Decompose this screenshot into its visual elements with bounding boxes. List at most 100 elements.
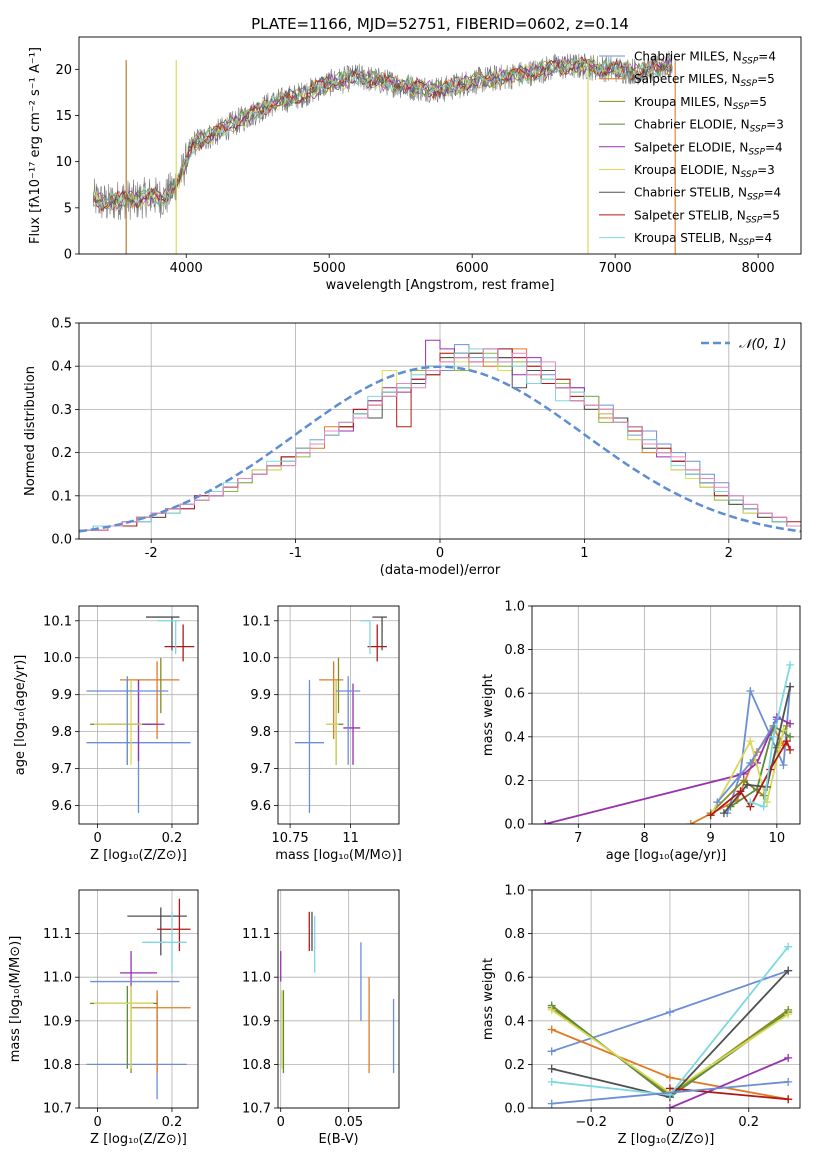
age-vs-metallicity-panel: 0 0.2 9.6 9.7 9.8 9.9 10.0 10.1 Z [log₁₀(Z/Z⊙)] a… [13,605,199,863]
legend-label: Kroupa STELIB, NSSP=4 [634,231,772,248]
mass-weight-line [544,715,791,824]
x-tick-label: 0 [93,1115,101,1130]
mass-weight-marker [784,1053,793,1062]
x-tick-label: 7000 [599,261,632,276]
mass-weight-vs-metallicity-panel: −0.2 0 0.2 0.0 0.2 0.4 0.6 0.8 1.0 Z [log₁₀(Z/Z⊙)… [481,884,801,1147]
y-tick-label: 9.7 [250,762,271,777]
legend-label: Chabrier STELIB, NSSP=4 [634,186,781,203]
y-tick-label: 0.2 [504,1058,525,1073]
mass-weight-marker [786,660,795,669]
x-axis-label: Z [log₁₀(Z/Z⊙)] [618,1132,715,1147]
x-tick-label: 11 [342,831,359,846]
x-tick-label: 9 [707,831,715,846]
model-spectrum-line [93,56,672,213]
y-tick-label: 15 [55,109,72,124]
mass-weight-marker [713,798,722,807]
error-bar-point [157,898,191,952]
y-tick-label: 0.0 [504,1102,525,1117]
y-tick-label: 0.0 [51,533,72,548]
error-bar-point [319,661,344,740]
y-tick-label: 0.1 [51,489,72,504]
error-bar-point [360,620,371,655]
error-bar-point [367,624,387,662]
x-axis-label: (data-model)/error [380,563,501,578]
model-spectrum-line [93,56,672,209]
y-tick-label: 0.4 [504,730,525,745]
mass-weight-marker [786,682,795,691]
y-tick-label: 0.4 [51,360,72,375]
x-tick-label: 0 [436,546,444,561]
mass-weight-marker [665,1104,674,1108]
y-tick-label: 9.9 [51,688,72,703]
y-tick-label: 0.5 [51,317,72,332]
legend-label: Salpeter ELODIE, NSSP=4 [634,140,783,157]
x-axis-label: wavelength [Angstrom, rest frame] [326,278,555,293]
x-tick-label: 10.75 [271,831,308,846]
legend-label: Chabrier MILES, NSSP=4 [634,50,776,67]
figure-title: PLATE=1166, MJD=52751, FIBERID=0602, z=0… [251,15,629,33]
mass-weight-marker [547,1099,556,1108]
age-vs-mass-panel: 10.75 11 9.6 9.7 9.8 9.9 10.0 10.1 mass [log₁₀(M… [242,605,402,863]
mass-weight-marker [759,802,768,811]
mass-weight-marker [706,811,715,820]
error-bar-point [93,985,154,1069]
residuals-panel: -2 -1 0 1 2 0.0 0.1 0.2 0.3 0.4 0.5 (data-model)/er… [23,317,802,578]
y-tick-label: 10.7 [43,1102,72,1117]
mass-weight-marker [665,1073,674,1082]
mass-weight-marker [766,765,775,774]
error-bar-point [326,679,344,765]
mass-weight-marker [665,1008,674,1017]
x-tick-label: 0 [277,1115,285,1130]
y-tick-label: 9.8 [250,725,271,740]
mass-weight-marker [784,1010,793,1019]
error-bar-point [336,676,361,765]
error-bar-point [372,616,387,651]
axes-frame [277,605,400,825]
mass-weight-marker [782,737,791,746]
y-tick-label: 10.1 [43,614,72,629]
error-bar-point [86,676,169,765]
legend-label: Kroupa MILES, NSSP=5 [634,95,767,112]
error-bar-point [164,624,195,662]
error-bar-point [131,990,191,1074]
y-tick-label: 1.0 [504,600,525,615]
y-tick-label: 0.6 [504,971,525,986]
y-tick-label: 20 [55,63,72,78]
y-tick-label: 9.6 [250,799,271,814]
mass-weight-marker [779,761,788,770]
y-axis-label: age [log₁₀(age/yr)] [13,655,28,776]
y-tick-label: 10.1 [242,614,271,629]
error-bar-point [93,679,143,765]
error-bar-point [119,951,158,986]
legend-entry: Chabrier STELIB, NSSP=4 [599,186,781,203]
y-tick-label: 9.6 [51,799,72,814]
y-tick-label: 10.0 [242,651,271,666]
y-axis-label: Flux [fλ10⁻¹⁷ erg cm⁻² s⁻¹ A⁻¹] [28,47,43,244]
legend-label: Salpeter STELIB, NSSP=5 [634,208,780,225]
y-tick-label: 10.8 [43,1058,72,1073]
mass-weight-marker [746,758,755,767]
y-axis-label: mass weight [481,674,496,756]
mass-weight-marker [786,745,795,754]
legend-entry: Salpeter MILES, NSSP=5 [599,72,775,89]
error-bar-point [90,985,158,1069]
y-tick-label: 11.0 [242,971,271,986]
mass-vs-metallicity-panel: 0 0.2 10.7 10.8 10.9 11.0 11.1 Z [log₁₀(Z/Z⊙)] m… [8,889,199,1147]
y-tick-label: 10.9 [242,1014,271,1029]
x-tick-label: 0.05 [334,1115,363,1130]
x-tick-label: 0.2 [738,1115,759,1130]
legend-entry: Chabrier MILES, NSSP=4 [599,50,776,67]
y-axis-label: mass weight [481,958,496,1040]
x-tick-label: 5000 [313,261,346,276]
x-tick-label: 7 [574,831,582,846]
legend-entry: Chabrier ELODIE, NSSP=3 [599,118,784,135]
x-tick-label: -1 [289,546,302,561]
y-axis-label: mass [log₁₀(M/M⊙)] [8,936,23,1063]
y-tick-label: 0.8 [504,643,525,658]
y-axis-label: Normed distribution [23,366,38,496]
mass-weight-line [551,1080,789,1105]
x-axis-label: mass [log₁₀(M/M⊙)] [275,848,402,863]
legend-entry: Salpeter ELODIE, NSSP=4 [599,140,783,157]
y-tick-label: 0.2 [51,446,72,461]
mass-weight-marker [746,737,755,746]
